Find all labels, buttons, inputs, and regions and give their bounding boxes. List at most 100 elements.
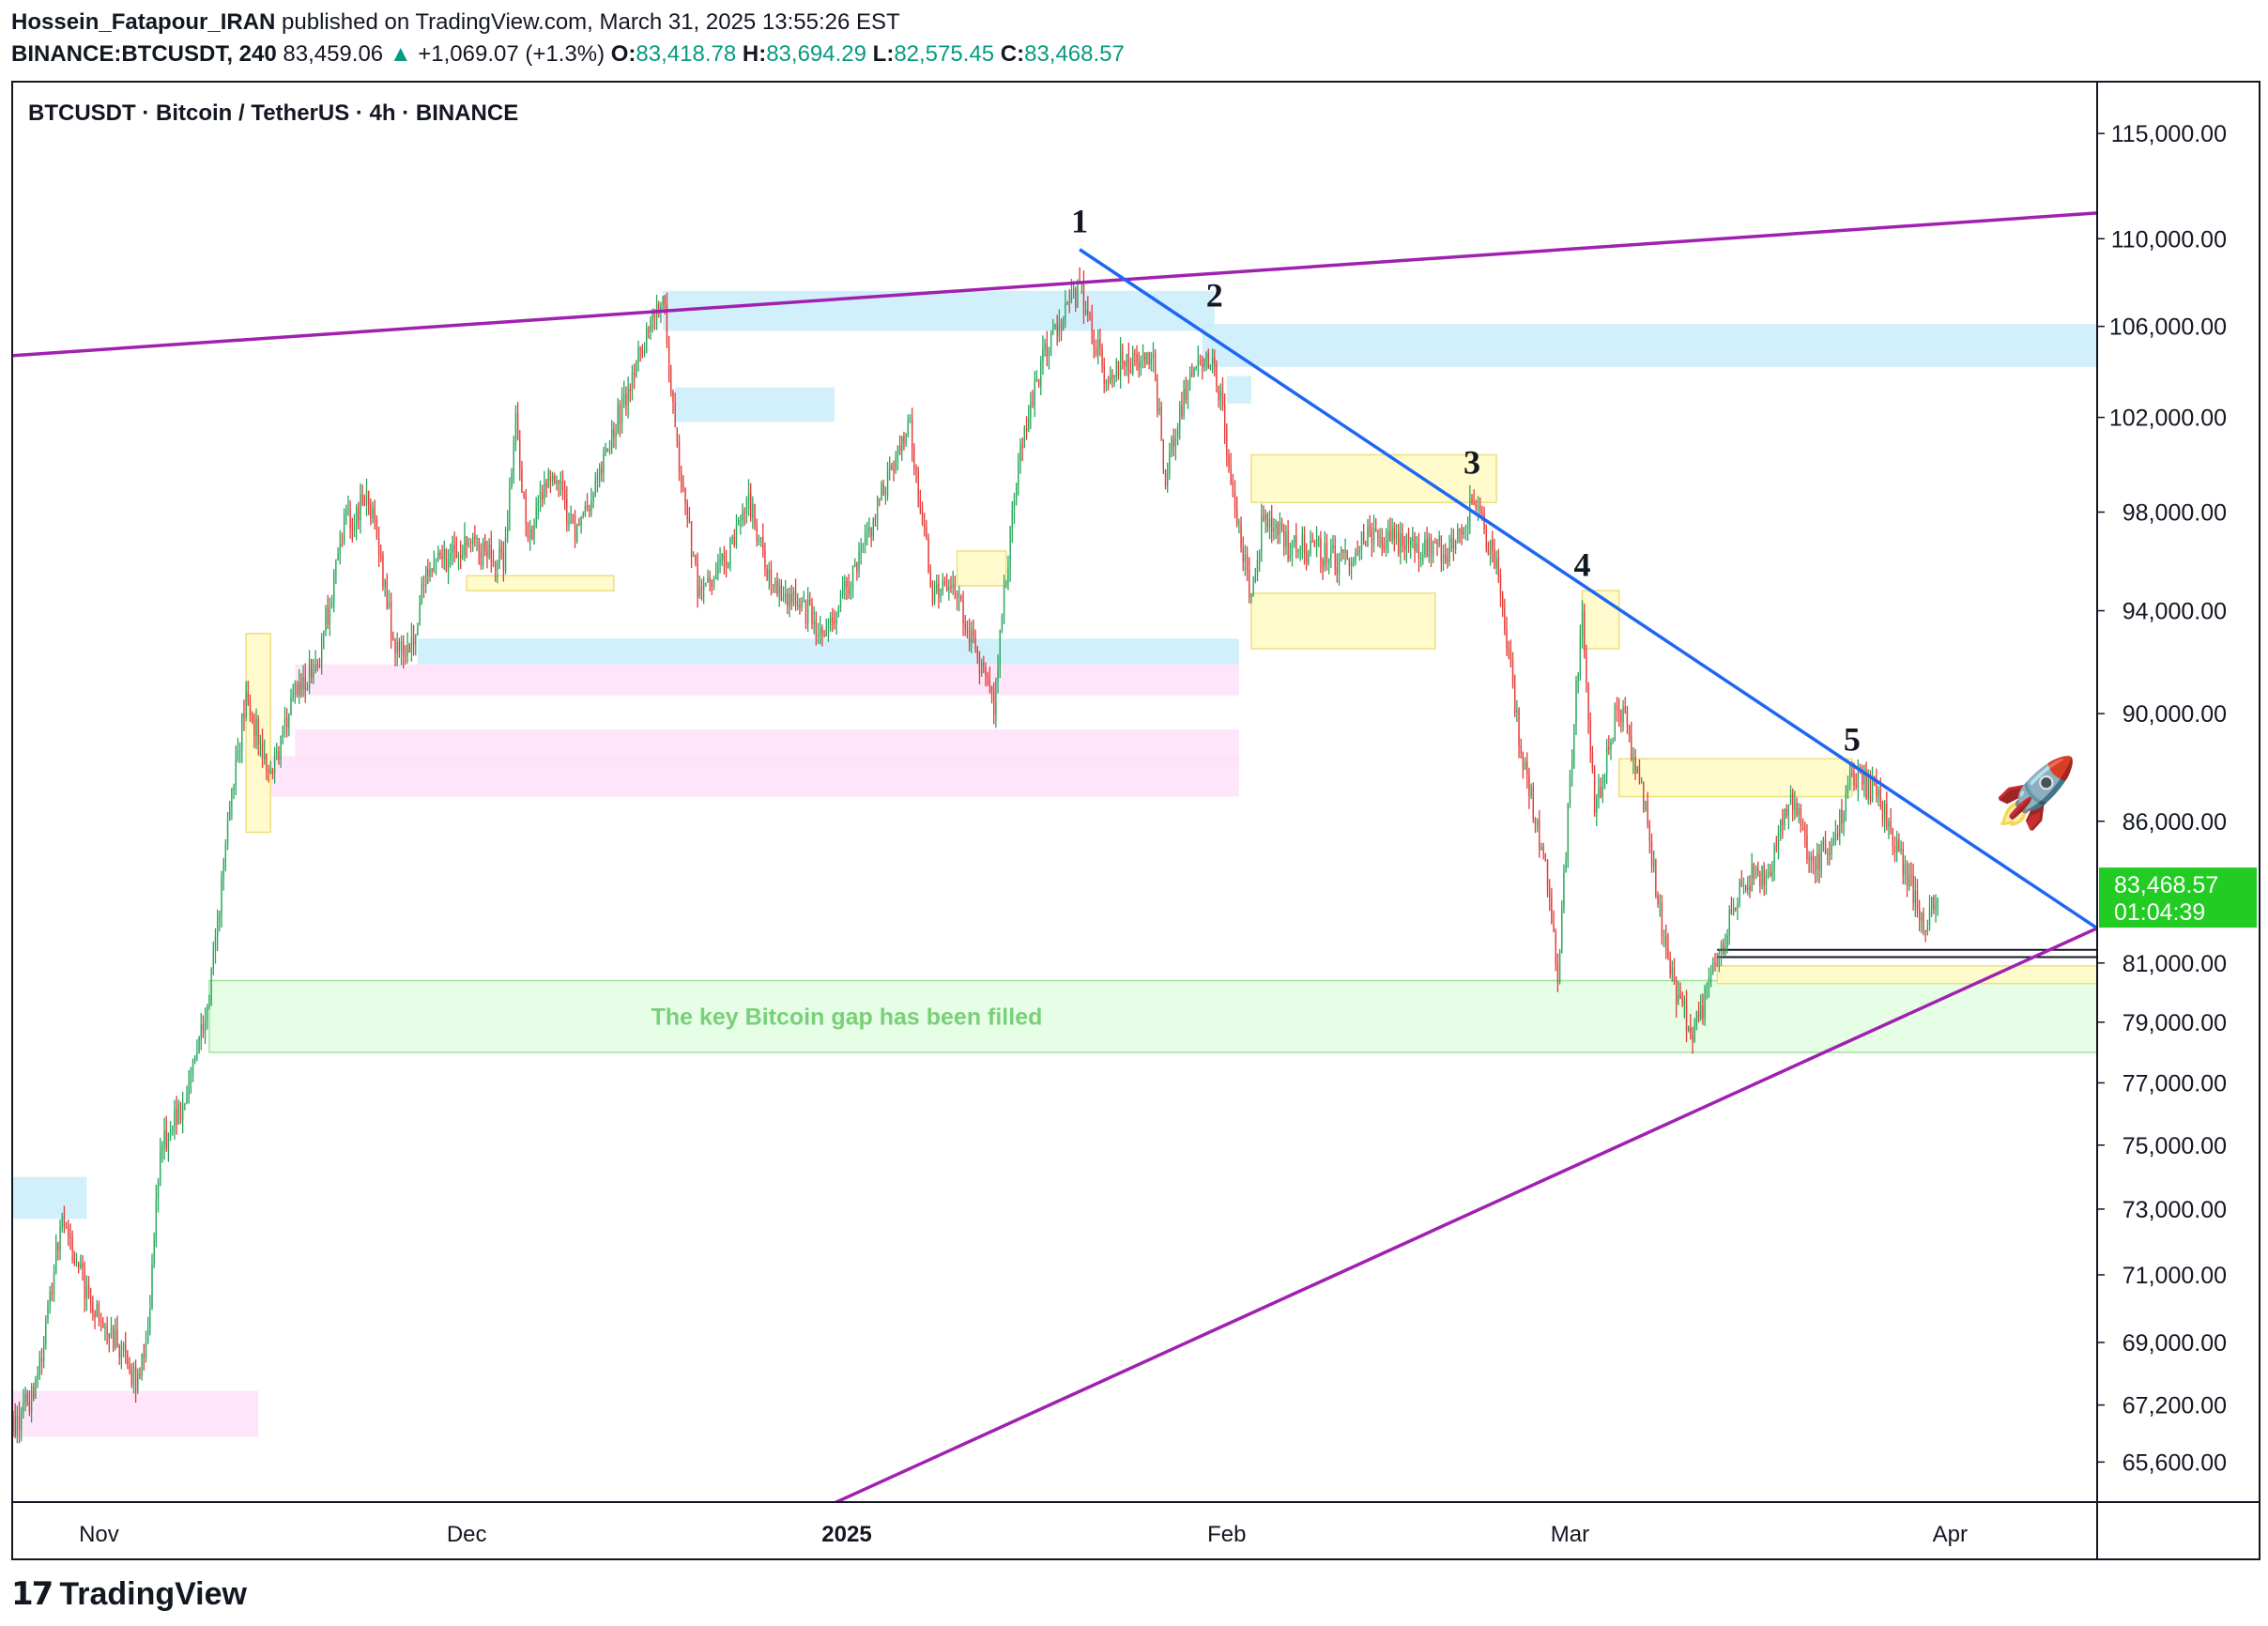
candle-down bbox=[1101, 346, 1103, 366]
candle-up bbox=[611, 429, 613, 450]
candle-down bbox=[1134, 353, 1136, 355]
zone-blue bbox=[1202, 324, 2097, 367]
candle-up bbox=[1771, 870, 1773, 876]
candle-down bbox=[1692, 1035, 1693, 1043]
candle-up bbox=[702, 583, 705, 591]
candle-up bbox=[1904, 863, 1907, 876]
candle-down bbox=[1447, 558, 1448, 561]
candle-up bbox=[719, 560, 721, 563]
candle-up bbox=[785, 593, 787, 598]
candle-up bbox=[1023, 427, 1026, 448]
candle-down bbox=[1389, 530, 1391, 541]
candle-up bbox=[1516, 709, 1518, 713]
candle-down bbox=[82, 1263, 84, 1268]
candle-down bbox=[1397, 531, 1400, 554]
candle-up bbox=[1581, 611, 1584, 637]
candle-down bbox=[787, 593, 789, 606]
candle-down bbox=[469, 542, 472, 544]
candle-down bbox=[1375, 529, 1377, 532]
candle-down bbox=[625, 393, 627, 406]
candle-up bbox=[216, 919, 219, 938]
candle-down bbox=[834, 621, 835, 624]
candle-down bbox=[1526, 761, 1528, 775]
candle-down bbox=[311, 659, 313, 678]
candle-up bbox=[705, 582, 707, 584]
candle-up bbox=[1575, 680, 1577, 725]
candle-down bbox=[278, 751, 280, 759]
candle-down bbox=[1506, 630, 1508, 650]
candle-up bbox=[1767, 872, 1770, 874]
tradingview-logo[interactable]: 17 TradingView bbox=[11, 1573, 247, 1615]
candle-up bbox=[608, 449, 611, 452]
candle-down bbox=[966, 627, 969, 629]
close-label: C: bbox=[1000, 41, 1025, 67]
candle-down bbox=[1593, 768, 1596, 813]
author-name[interactable]: Hossein_Fatapour_IRAN bbox=[11, 9, 276, 35]
candle-down bbox=[960, 596, 962, 601]
candle-up bbox=[1405, 534, 1408, 550]
candle-down bbox=[1162, 439, 1165, 470]
candle-down bbox=[386, 580, 388, 608]
price-chart[interactable]: 1 2 3 4 5 The key Bitcoin gap has been filled… bbox=[13, 83, 2259, 1558]
descending-trendline bbox=[1079, 248, 2097, 930]
candle-down bbox=[1440, 535, 1443, 562]
candle-down bbox=[1520, 745, 1522, 753]
candle-down bbox=[921, 509, 924, 524]
candle-down bbox=[629, 389, 631, 392]
candle-up bbox=[559, 481, 561, 483]
candle-up bbox=[1765, 873, 1768, 885]
candle-down bbox=[756, 525, 758, 542]
candle-up bbox=[596, 475, 599, 482]
candle-down bbox=[1522, 752, 1525, 770]
candle-up bbox=[803, 600, 805, 602]
candle-up bbox=[952, 583, 954, 588]
candle-up bbox=[443, 548, 445, 560]
candle-down bbox=[766, 568, 768, 579]
candle-up bbox=[829, 617, 832, 626]
candle-up bbox=[308, 659, 311, 688]
tradingview-brand: TradingView bbox=[59, 1575, 247, 1612]
candle-up bbox=[774, 580, 776, 586]
low-value: 82,575.45 bbox=[894, 41, 995, 67]
candle-up bbox=[980, 663, 983, 674]
candle-down bbox=[1539, 820, 1540, 851]
chart-frame[interactable]: 1 2 3 4 5 The key Bitcoin gap has been filled… bbox=[11, 81, 2260, 1560]
candle-down bbox=[1818, 853, 1820, 870]
candle-up bbox=[1706, 988, 1708, 989]
candle-up bbox=[155, 1198, 158, 1241]
candle-up bbox=[1653, 859, 1655, 867]
candle-up bbox=[339, 543, 341, 555]
candle-down bbox=[1263, 515, 1264, 520]
candle-up bbox=[1327, 560, 1330, 564]
candle-down bbox=[69, 1235, 71, 1238]
candle-down bbox=[848, 586, 850, 594]
candle-up bbox=[1489, 540, 1492, 555]
candle-down bbox=[1675, 981, 1678, 1004]
candle-up bbox=[860, 545, 862, 553]
candle-down bbox=[1804, 830, 1806, 836]
candle-down bbox=[1806, 835, 1808, 859]
candle-down bbox=[1657, 895, 1659, 904]
candle-down bbox=[112, 1327, 115, 1348]
candle-down bbox=[480, 550, 483, 566]
candle-up bbox=[1820, 850, 1822, 870]
candle-up bbox=[1013, 500, 1016, 511]
candle-up bbox=[1457, 529, 1459, 541]
wave-label: 2 bbox=[1206, 276, 1223, 314]
candle-down bbox=[478, 538, 480, 551]
candle-up bbox=[909, 419, 912, 422]
candle-up bbox=[1610, 742, 1612, 750]
candle-down bbox=[445, 548, 448, 572]
candle-down bbox=[500, 547, 502, 553]
candle-down bbox=[1740, 881, 1742, 886]
candle-down bbox=[1528, 775, 1530, 797]
candle-up bbox=[457, 554, 460, 558]
candle-up bbox=[276, 751, 278, 753]
candle-down bbox=[1648, 824, 1651, 841]
candle-up bbox=[792, 591, 795, 603]
candle-up bbox=[660, 305, 662, 314]
current-price-tag-bg bbox=[2099, 867, 2257, 928]
candle-down bbox=[127, 1352, 129, 1366]
candle-down bbox=[1407, 534, 1410, 545]
